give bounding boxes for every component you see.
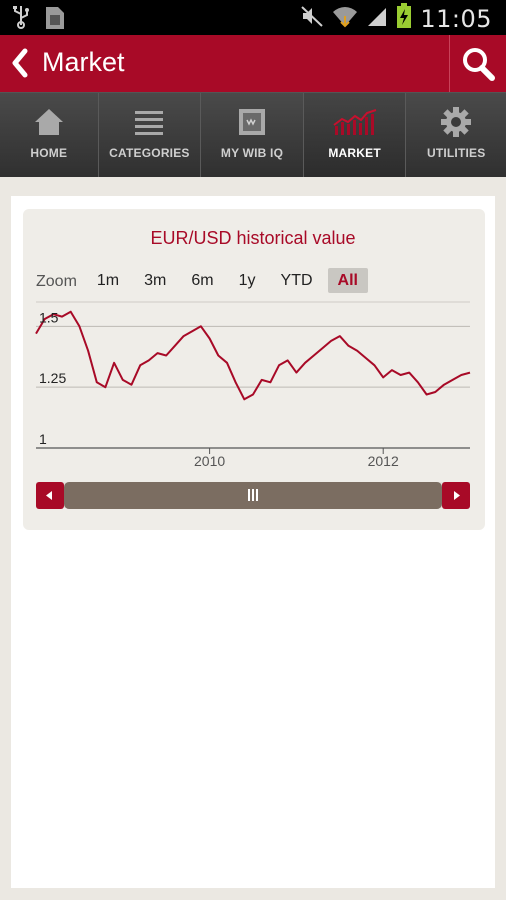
x-tick-label: 2010 [194, 453, 225, 469]
zoom-ytd-button[interactable]: YTD [280, 271, 313, 289]
status-bar: 11:05 [0, 0, 506, 35]
tab-home[interactable]: HOME [0, 93, 99, 177]
tab-my-wib-iq[interactable]: MY WIB IQ [201, 93, 304, 177]
signal-icon [366, 4, 388, 33]
zoom-6m-button[interactable]: 6m [191, 271, 214, 289]
wifi-icon [332, 4, 358, 33]
search-button[interactable] [449, 35, 506, 92]
y-tick-label: 1.5 [39, 309, 59, 325]
usb-icon [12, 5, 30, 36]
zoom-label: Zoom [36, 273, 77, 290]
page-title: Market [42, 47, 125, 77]
wib-icon [239, 109, 265, 135]
zoom-selector: Zoom 1m 3m 6m 1y YTD All [36, 266, 373, 294]
y-tick-label: 1 [39, 431, 47, 447]
back-chevron-icon[interactable] [8, 45, 38, 81]
zoom-all-button[interactable]: All [327, 267, 368, 293]
navigator-left-button[interactable] [36, 482, 64, 509]
home-icon [34, 109, 63, 135]
zoom-3m-button[interactable]: 3m [144, 271, 167, 289]
tab-home-label: HOME [30, 146, 68, 160]
search-icon [463, 48, 495, 81]
tab-categories-label: CATEGORIES [109, 146, 190, 160]
gear-icon [441, 107, 472, 137]
battery-charging-icon [396, 3, 412, 34]
tab-utilities[interactable]: UTILITIES [406, 93, 506, 177]
tab-market[interactable]: MARKET [303, 93, 407, 177]
zoom-1m-button[interactable]: 1m [96, 271, 120, 289]
range-navigator[interactable] [36, 482, 470, 509]
x-tick-label: 2012 [368, 453, 399, 469]
list-icon [135, 111, 164, 135]
tab-my-wib-iq-label: MY WIB IQ [220, 146, 284, 160]
sim-icon [44, 5, 66, 36]
y-tick-label: 1.25 [39, 370, 66, 386]
action-bar: Market [0, 35, 506, 92]
grip-icon [248, 489, 258, 501]
chart-card [23, 209, 485, 530]
series-line [35, 310, 471, 401]
market-chart-icon [332, 109, 376, 135]
tab-utilities-label: UTILITIES [426, 146, 486, 160]
mute-icon [300, 4, 324, 33]
zoom-1y-button[interactable]: 1y [238, 271, 256, 289]
tab-bar: HOME CATEGORIES MY WIB IQ MARKET UTILITI… [0, 92, 506, 177]
clock-time: 11:05 [420, 4, 492, 33]
navigator-right-button[interactable] [442, 482, 470, 509]
arrow-left-icon [46, 491, 52, 500]
arrow-right-icon [454, 491, 460, 500]
chart-title: EUR/USD historical value [150, 228, 356, 248]
tab-categories[interactable]: CATEGORIES [98, 93, 202, 177]
tab-market-label: MARKET [328, 146, 381, 160]
